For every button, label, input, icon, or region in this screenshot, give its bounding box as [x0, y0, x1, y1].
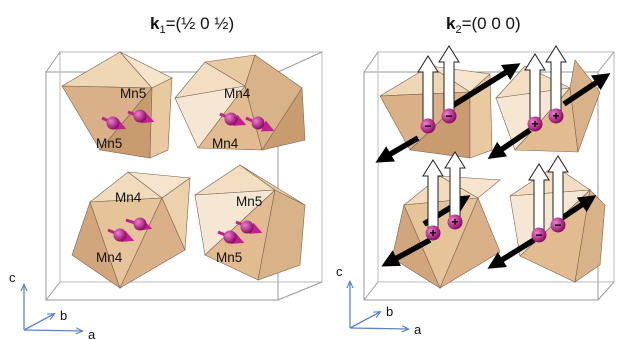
mn-atom-upper-right-a: [219, 112, 247, 126]
black-arrow: [381, 237, 432, 267]
white-arrow: [438, 45, 460, 119]
mn-atom: +: [425, 225, 441, 241]
mn-atom-upper-left-b: [127, 109, 155, 124]
mn-label: Mn4: [212, 136, 239, 151]
panel-1-axes: c b a: [9, 270, 96, 339]
mn-atom: +: [548, 108, 564, 124]
mn-atom-lower-right-a: [235, 220, 263, 234]
white-arrow: [417, 55, 439, 123]
axis-c-label: c: [9, 270, 16, 285]
sign-label: +: [429, 226, 436, 240]
mn-atom-lower-left-b: [107, 228, 135, 242]
black-arrow: [450, 63, 521, 109]
sign-label: −: [424, 119, 431, 133]
mn-atom: −: [441, 108, 457, 124]
axis-b-label: b: [386, 304, 393, 319]
sign-label: −: [554, 218, 561, 232]
mn-atom-upper-left-a: [101, 116, 127, 130]
sign-label: +: [451, 215, 458, 229]
black-arrow: [487, 127, 532, 159]
panel-2: k2=(0 0 0): [336, 14, 615, 337]
mn-atom-upper-right-b: [245, 116, 275, 132]
white-arrow: [524, 53, 546, 119]
mn-label: Mn5: [120, 86, 146, 101]
panel-1-title: k1=(½ 0 ½): [150, 14, 234, 36]
black-arrow: [562, 73, 611, 107]
mn-atom: +: [527, 116, 543, 132]
panel-2-atoms: − − + + + + −: [420, 108, 566, 243]
white-arrow: [444, 151, 466, 219]
axis-c-label: c: [336, 264, 343, 279]
sign-label: +: [552, 109, 559, 123]
mn-label: Mn4: [96, 250, 123, 265]
mn-atom-lower-left-a: [125, 217, 153, 231]
mn-atom: −: [420, 118, 436, 134]
white-arrow: [545, 45, 567, 113]
mn-atom-lower-right-b: [217, 230, 245, 244]
mn-atom: −: [531, 227, 547, 243]
mn-label: Mn5: [96, 136, 122, 151]
black-arrow: [487, 237, 536, 269]
sign-label: −: [535, 228, 542, 242]
panel-1: k1=(½ 0 ½): [9, 14, 323, 339]
panel-2-axes: c b a: [336, 264, 422, 337]
sign-label: −: [445, 109, 452, 123]
panel-1-mn-labels: Mn5 Mn5 Mn4 Mn4 Mn4 Mn4 Mn5 Mn5: [96, 86, 262, 265]
panel-2-polyhedra: [379, 59, 606, 289]
black-arrow: [375, 135, 420, 163]
axis-b-label: b: [60, 308, 67, 323]
axis-a-label: a: [88, 327, 96, 339]
mn-atom: −: [550, 217, 566, 233]
panel-2-white-arrows: [417, 45, 569, 231]
white-arrow: [547, 155, 569, 221]
mn-label: Mn5: [216, 250, 242, 265]
axis-a-label: a: [414, 322, 422, 337]
white-arrow: [422, 159, 444, 229]
mn-atom: +: [447, 214, 463, 230]
panel-2-title: k2=(0 0 0): [446, 14, 521, 36]
white-arrow: [528, 163, 550, 231]
panel-1-atoms: [101, 109, 275, 244]
mn-label: Mn4: [115, 190, 142, 205]
mn-label: Mn4: [224, 86, 251, 101]
mn-label: Mn5: [236, 194, 262, 209]
sign-label: +: [531, 117, 538, 131]
